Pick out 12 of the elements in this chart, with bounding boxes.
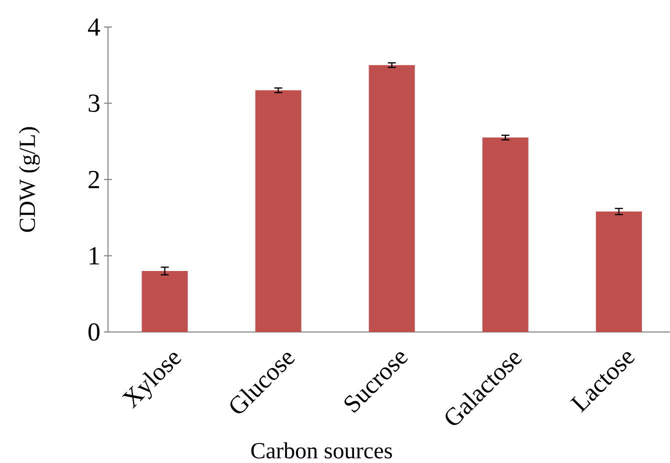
y-tick-label: 3 [88,94,100,112]
bar [482,138,528,332]
bar [142,270,188,332]
bar [596,212,642,332]
bar [255,90,302,332]
y-tick-label: 2 [88,170,100,188]
x-axis-title: Carbon sources [251,442,392,458]
y-tick-label: 4 [88,18,100,36]
y-tick-label: 0 [88,323,100,341]
bar [368,65,415,332]
y-tick-label: 1 [90,247,99,264]
y-axis-title: CDW (g/L) [18,127,40,232]
